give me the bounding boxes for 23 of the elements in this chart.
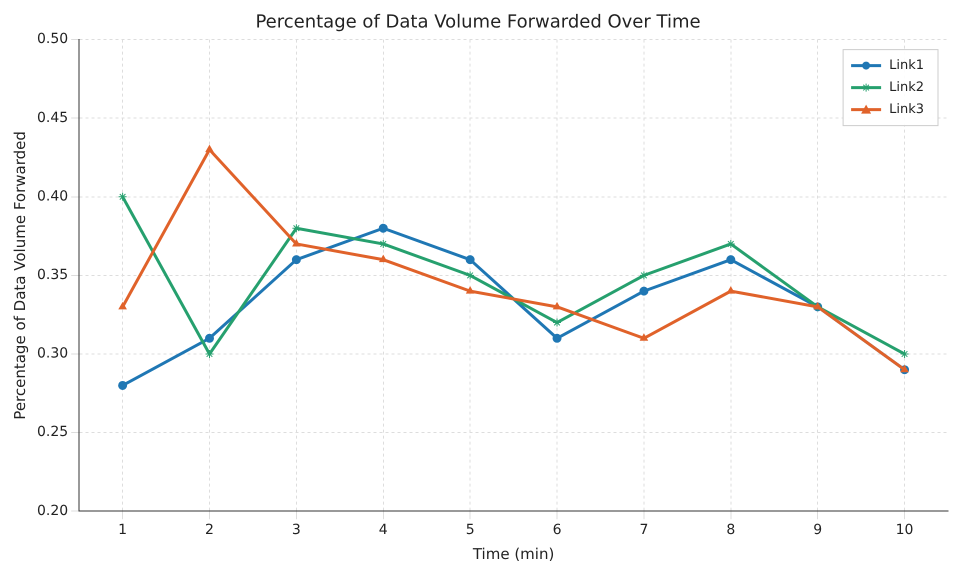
legend-label: Link1 bbox=[889, 58, 924, 73]
y-tick-label: 0.20 bbox=[37, 502, 68, 519]
x-tick-label: 4 bbox=[378, 522, 388, 538]
y-axis-title: Percentage of Data Volume Forwarded bbox=[10, 131, 29, 420]
y-tick-label: 0.30 bbox=[37, 346, 68, 362]
x-tick-label: 6 bbox=[552, 522, 562, 538]
x-tick-label: 9 bbox=[813, 522, 822, 538]
x-tick-label: 2 bbox=[205, 522, 214, 538]
legend-label: Link2 bbox=[889, 80, 924, 95]
x-tick-label: 3 bbox=[292, 522, 301, 538]
y-tick-label: 0.50 bbox=[37, 31, 68, 48]
y-tick-label: 0.40 bbox=[37, 188, 68, 204]
x-tick-label: 8 bbox=[726, 522, 736, 538]
y-tick-label: 0.45 bbox=[37, 110, 68, 126]
y-tick-label: 0.35 bbox=[37, 267, 68, 284]
x-tick-label: 1 bbox=[118, 522, 128, 538]
chart-title: Percentage of Data Volume Forwarded Over Time bbox=[255, 11, 701, 32]
x-tick-label: 5 bbox=[466, 522, 475, 538]
x-axis-title: Time (min) bbox=[472, 544, 554, 563]
y-tick-label: 0.25 bbox=[37, 424, 68, 440]
x-tick-label: 10 bbox=[896, 522, 914, 538]
legend-label: Link3 bbox=[889, 102, 924, 117]
x-tick-label: 7 bbox=[639, 522, 648, 538]
